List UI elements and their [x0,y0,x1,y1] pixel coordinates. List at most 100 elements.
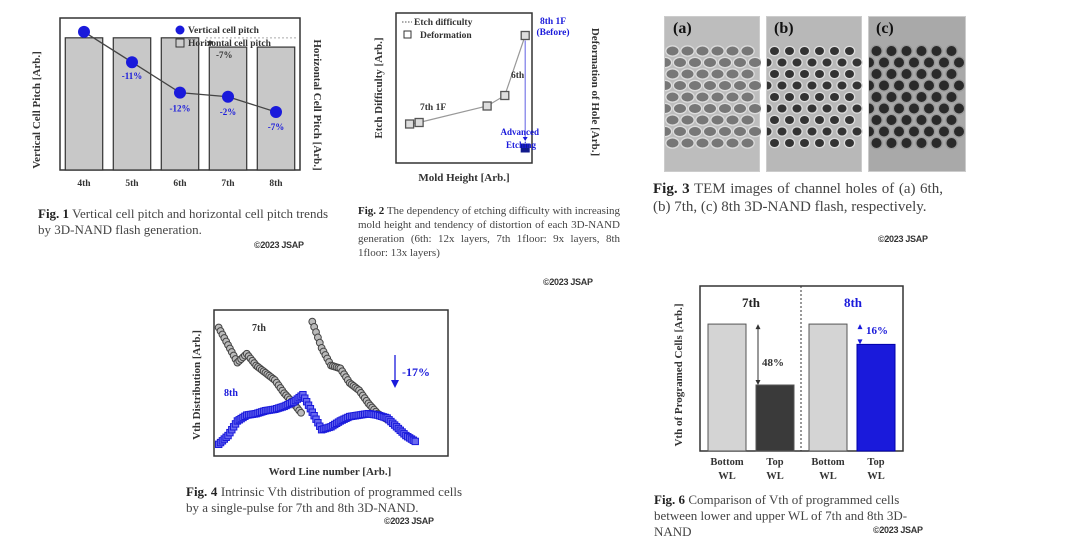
fig6-label-16pct: 16% [866,325,888,337]
channel-hole [696,138,709,148]
channel-hole [871,115,882,125]
fig1-pct-label: -11% [122,71,143,81]
fig2-legend-square-icon [403,30,412,39]
fig1-legend-square-icon [175,38,185,48]
fig6-arrow-up-icon [755,324,761,330]
fig2-advanced-etching-point [520,143,530,153]
channel-hole [879,103,889,114]
channel-hole [681,69,694,79]
channel-hole [749,127,761,136]
channel-hole [792,127,802,136]
channel-hole [830,93,839,101]
channel-hole [871,138,882,148]
fig1-point-6th [174,86,186,99]
fig4-caption: Fig. 4 Intrinsic Vth distribution of pro… [186,484,462,516]
channel-hole [681,92,694,102]
channel-hole [681,46,694,56]
fig2-caption-label: Fig. 2 [358,205,385,217]
fig2-deformation-point [404,119,415,129]
channel-hole [689,127,701,136]
fig2-caption: Fig. 2 The dependency of etching difficu… [358,204,620,260]
fig1-caption-text: Vertical cell pitch and horizontal cell … [38,206,329,237]
channel-hole [931,46,942,56]
channel-hole [909,80,919,91]
channel-hole [704,58,716,67]
fig6-16pct-arrow-up-icon [857,324,863,330]
channel-hole [845,70,854,78]
fig3-caption-label: Fig. 3 [653,181,690,197]
channel-hole [939,126,949,137]
channel-hole [770,70,779,78]
channel-hole [665,58,671,67]
channel-hole [741,69,754,79]
channel-hole [785,93,794,101]
fig4-point-8th [411,437,419,446]
channel-hole [946,46,957,56]
fig6-copyright: ©2023 JSAP [873,525,923,535]
channel-hole [689,81,701,90]
channel-hole [946,138,957,148]
fig2-ylabel: Etch Difficulty [Arb.] [373,37,385,138]
channel-hole [749,58,761,67]
channel-hole [734,104,746,113]
channel-hole [807,104,817,113]
channel-hole [726,115,739,125]
channel-hole [916,92,927,102]
channel-hole [749,104,761,113]
channel-hole [845,139,854,147]
fig1-pct-label: -2% [220,107,237,117]
fig1-legend-vertical: Vertical cell pitch [188,26,260,36]
channel-hole [946,69,957,79]
fig1-xtick-7th: 7th [221,179,235,189]
channel-hole [886,92,897,102]
channel-hole [924,57,934,68]
channel-hole [894,80,904,91]
channel-hole [777,127,787,136]
channel-hole [954,80,964,91]
tem-a-holes [665,45,761,149]
channel-hole [852,104,862,113]
fig6-xtick: WL [718,471,736,482]
channel-hole [800,70,809,78]
channel-hole [807,127,817,136]
fig2-label-8th: 8th 1F [540,17,566,27]
channel-hole [770,116,779,124]
fig2-xlabel: Mold Height [Arb.] [418,172,509,184]
channel-hole [837,127,847,136]
channel-hole [894,126,904,137]
channel-hole [909,103,919,114]
fig6-label-48pct: 48% [762,357,784,369]
channel-hole [807,81,817,90]
fig6-xtick: WL [867,471,885,482]
channel-hole [879,80,889,91]
tem-c-holes [869,44,965,150]
channel-hole [777,81,787,90]
channel-hole [665,127,671,136]
fig4-xlabel: Word Line number [Arb.] [269,466,392,478]
fig3-caption-text: TEM images of channel holes of (a) 6th, … [653,181,943,215]
channel-hole [916,69,927,79]
channel-hole [741,115,754,125]
fig1-point-7th [222,90,234,103]
channel-hole [777,104,787,113]
channel-hole [767,104,772,113]
channel-hole [886,46,897,56]
channel-hole [666,46,679,56]
fig6-xtick: WL [766,471,784,482]
channel-hole [869,103,874,114]
fig4-label-17pct: -17% [402,365,430,379]
channel-hole [886,115,897,125]
channel-hole [704,81,716,90]
channel-hole [931,92,942,102]
fig6-xtick: Bottom [811,457,844,468]
channel-hole [785,70,794,78]
channel-hole [845,116,854,124]
fig1-xtick-4th: 4th [77,179,91,189]
channel-hole [871,92,882,102]
channel-hole [726,138,739,148]
channel-hole [666,138,679,148]
fig1-caption: Fig. 1 Vertical cell pitch and horizonta… [38,206,328,238]
channel-hole [696,69,709,79]
channel-hole [800,116,809,124]
channel-hole [696,115,709,125]
